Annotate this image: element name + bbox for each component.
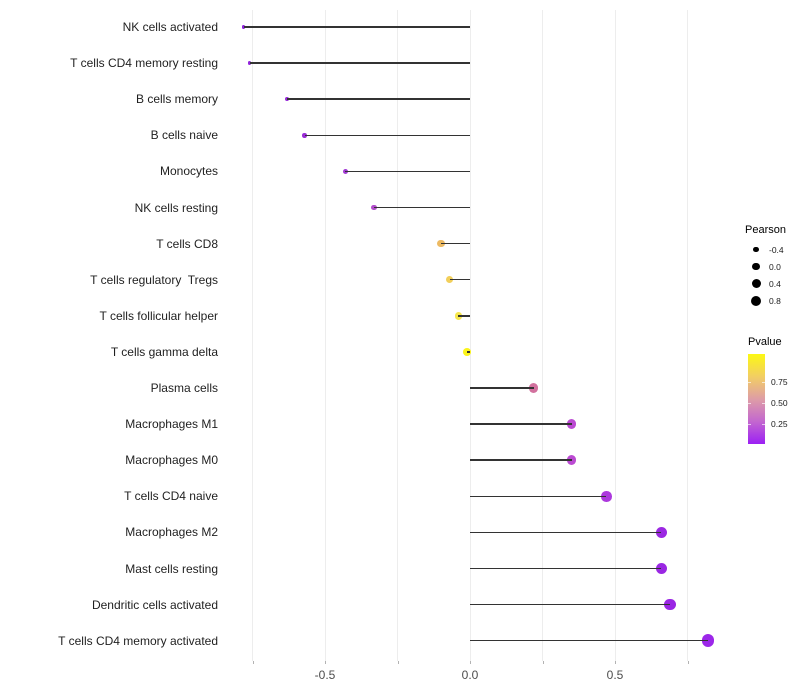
x-axis-tick: [325, 661, 326, 664]
gridline-vertical: [252, 10, 253, 661]
category-label: Macrophages M1: [125, 417, 218, 432]
x-axis-tick-label: 0.5: [606, 668, 624, 682]
legend-key-box: [745, 295, 767, 306]
category-label: T cells CD8: [156, 236, 218, 251]
x-axis-tick: [397, 661, 399, 664]
x-axis-tick: [687, 661, 689, 664]
colorbar-notch: [748, 403, 751, 404]
legend-size-label: -0.4: [769, 244, 784, 255]
lollipop-stick: [287, 98, 470, 100]
colorbar-notch: [748, 424, 751, 425]
pearson-legend-entry: 0.8: [745, 292, 786, 309]
x-axis-tick: [470, 661, 471, 664]
lollipop-stick: [458, 315, 470, 317]
lollipop-stick: [249, 62, 470, 64]
legend-key-box: [745, 246, 767, 253]
lollipop-dot: [463, 348, 471, 356]
colorbar-tick-label: 0.25: [771, 419, 788, 429]
category-label: T cells CD4 memory resting: [70, 56, 218, 71]
colorbar-notch: [762, 382, 765, 383]
lollipop-stick: [243, 26, 470, 28]
category-label: B cells memory: [135, 92, 218, 107]
legend-size-label: 0.4: [769, 278, 781, 289]
gridline-vertical: [687, 10, 688, 661]
lollipop-stick: [470, 603, 671, 606]
legend-size-dot: [753, 246, 759, 253]
category-label: T cells gamma delta: [110, 344, 218, 359]
gridline-vertical: [614, 10, 616, 661]
lollipop-dot: [437, 239, 445, 248]
pearson-legend-entry: 0.4: [745, 275, 786, 292]
colorbar-notch: [762, 424, 765, 425]
lollipop-stick: [470, 387, 534, 389]
category-label: T cells CD4 naive: [124, 489, 218, 504]
lollipop-dot: [302, 133, 307, 138]
category-label: Macrophages M0: [125, 453, 218, 468]
x-axis-tick-label: -0.5: [314, 668, 336, 682]
legend-size-dot: [751, 295, 761, 306]
category-label: Monocytes: [159, 164, 218, 179]
pvalue-color-legend: Pvalue 0.75 0.50 0.25: [748, 336, 788, 444]
pvalue-legend-title: Pvalue: [748, 336, 782, 348]
category-label: NK cells resting: [134, 200, 218, 215]
category-label: B cells naive: [150, 128, 218, 143]
gridline-vertical: [324, 10, 326, 661]
lollipop-stick: [374, 206, 470, 209]
lollipop-stick: [470, 495, 607, 498]
x-axis-tick: [615, 661, 616, 664]
lollipop-dot: [285, 97, 290, 102]
lollipop-stick: [470, 459, 572, 461]
category-label: Mast cells resting: [125, 561, 218, 576]
lollipop-stick: [470, 423, 572, 425]
x-axis-tick: [542, 661, 544, 664]
lollipop-stick: [304, 134, 470, 137]
legend-size-dot: [752, 262, 760, 271]
colorbar-tick-label: 0.75: [771, 377, 788, 387]
plot-panel: [238, 10, 795, 661]
pvalue-colorbar: [748, 354, 765, 444]
lollipop-stick: [441, 242, 470, 245]
lollipop-stick: [345, 170, 470, 173]
colorbar-notch: [748, 382, 751, 383]
lollipop-dot: [247, 61, 252, 65]
legend-key-box: [745, 262, 767, 271]
colorbar-notch: [762, 403, 765, 404]
category-label: Dendritic cells activated: [91, 597, 218, 612]
category-label: NK cells activated: [122, 20, 218, 34]
category-label: T cells regulatory Tregs: [90, 272, 218, 287]
lollipop-dot: [655, 562, 668, 575]
lollipop-stick: [449, 278, 470, 281]
colorbar-tick-label: 0.50: [771, 398, 788, 408]
legend-key-box: [745, 279, 767, 288]
category-label: Plasma cells: [150, 381, 218, 395]
legend-size-label: 0.8: [769, 295, 781, 306]
pearson-legend-entry: 0.0: [745, 258, 786, 275]
category-label: T cells CD4 memory activated: [58, 633, 218, 648]
lollipop-dot: [242, 25, 246, 29]
legend-size-label: 0.0: [769, 261, 781, 272]
category-labels: NK cells activated T cells CD4 memory res…: [0, 0, 218, 700]
legend-size-dot: [751, 279, 761, 288]
lollipop-dot: [655, 526, 668, 539]
pearson-size-legend: Pearson -0.4 0.0 0.4 0.8: [745, 224, 786, 309]
pearson-legend-entry: -0.4: [745, 241, 786, 258]
lollipop-dot: [342, 168, 348, 175]
lollipop-stick: [470, 531, 662, 534]
gridline-vertical: [397, 10, 398, 661]
pearson-legend-title: Pearson: [745, 224, 786, 236]
x-axis-tick-label: 0.0: [461, 668, 479, 682]
gridline-vertical: [542, 10, 543, 661]
category-label: T cells follicular helper: [99, 308, 219, 323]
lollipop-stick: [470, 567, 662, 570]
lollipop-stick: [467, 351, 470, 353]
lollipop-dot: [371, 204, 378, 211]
x-axis-tick: [252, 661, 254, 664]
category-label: Macrophages M2: [125, 525, 218, 540]
gridline-vertical: [469, 10, 471, 661]
lollipop-stick: [470, 639, 708, 642]
